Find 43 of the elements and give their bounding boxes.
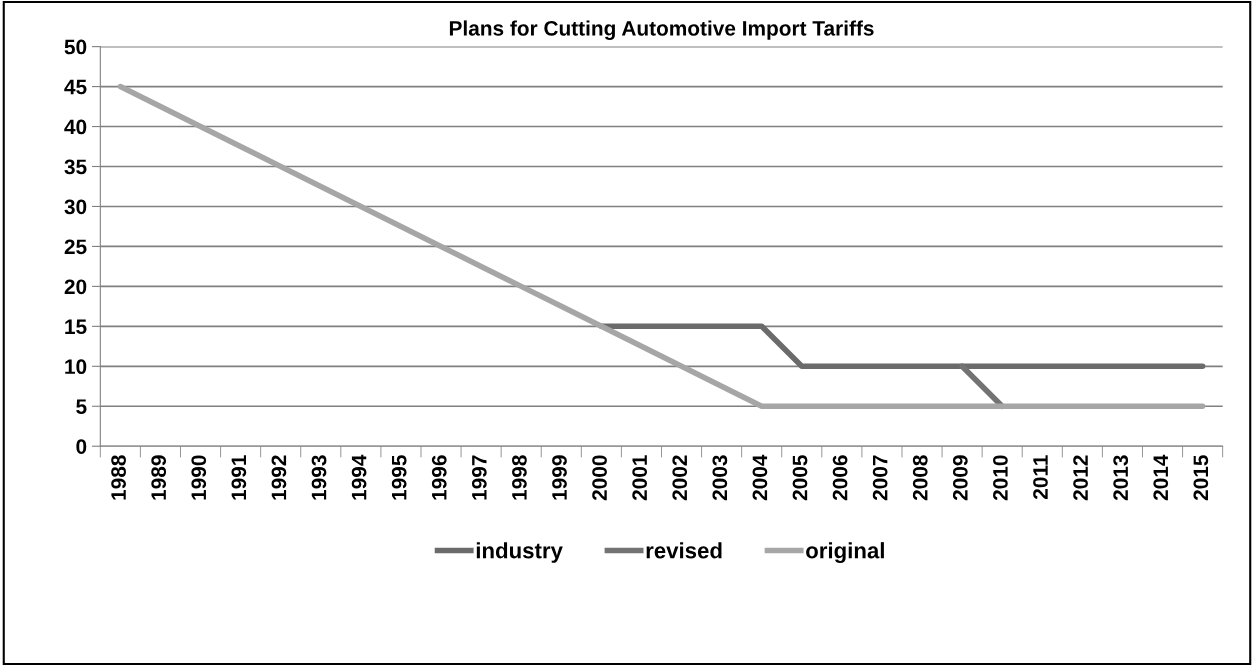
legend-label: original bbox=[806, 542, 884, 563]
x-tick-label: 2006 bbox=[832, 455, 848, 501]
x-tick-label: 2002 bbox=[672, 455, 688, 501]
x-tick-label: 1990 bbox=[191, 455, 207, 500]
y-tick-label: 0 bbox=[76, 439, 87, 454]
x-tick-label: 1994 bbox=[351, 454, 367, 500]
y-tick-label: 50 bbox=[64, 39, 87, 55]
x-tick-label: 1991 bbox=[231, 455, 247, 500]
x-tick-label: 2012 bbox=[1073, 455, 1088, 501]
x-tick-label: 1996 bbox=[431, 455, 447, 500]
x-tick-label: 1998 bbox=[512, 455, 527, 500]
x-tick-label: 1988 bbox=[111, 455, 126, 500]
x-tick-label: 2008 bbox=[912, 455, 928, 501]
x-tick-label: 1992 bbox=[271, 455, 287, 500]
x-tick-label: 2015 bbox=[1193, 455, 1209, 501]
y-tick-label: 40 bbox=[64, 119, 87, 135]
x-tick-label: 1995 bbox=[391, 455, 407, 500]
x-tick-label: 1999 bbox=[552, 455, 567, 500]
y-tick-label: 15 bbox=[65, 319, 87, 335]
y-tick-label: 10 bbox=[65, 359, 87, 375]
y-tick-label: 35 bbox=[64, 159, 87, 175]
x-tick-label: 1989 bbox=[151, 455, 167, 500]
x-tick-label: 2014 bbox=[1153, 454, 1169, 501]
x-tick-label: 2007 bbox=[872, 455, 888, 501]
x-tick-label: 2005 bbox=[792, 455, 808, 501]
x-tick-label: 1997 bbox=[471, 455, 487, 500]
y-tick-label: 5 bbox=[76, 399, 87, 415]
legend-label: industry bbox=[476, 542, 563, 563]
x-tick-label: 2000 bbox=[592, 455, 607, 501]
y-tick-label: 45 bbox=[64, 79, 87, 95]
x-tick-label: 2013 bbox=[1113, 455, 1129, 501]
x-tick-label: 2009 bbox=[952, 455, 968, 501]
y-tick-label: 20 bbox=[64, 279, 87, 295]
chart-title: Plans for Cutting Automotive Import Tariffs bbox=[449, 20, 874, 40]
x-tick-label: 2004 bbox=[752, 454, 768, 501]
legend-label: revised bbox=[646, 542, 722, 559]
x-tick-label: 1993 bbox=[311, 455, 327, 500]
x-tick-label: 2011 bbox=[1033, 455, 1048, 500]
x-tick-label: 2003 bbox=[712, 455, 728, 501]
x-tick-label: 2010 bbox=[993, 455, 1008, 501]
x-tick-label: 2001 bbox=[632, 455, 648, 501]
y-tick-label: 25 bbox=[64, 239, 87, 255]
y-tick-label: 30 bbox=[64, 199, 87, 215]
